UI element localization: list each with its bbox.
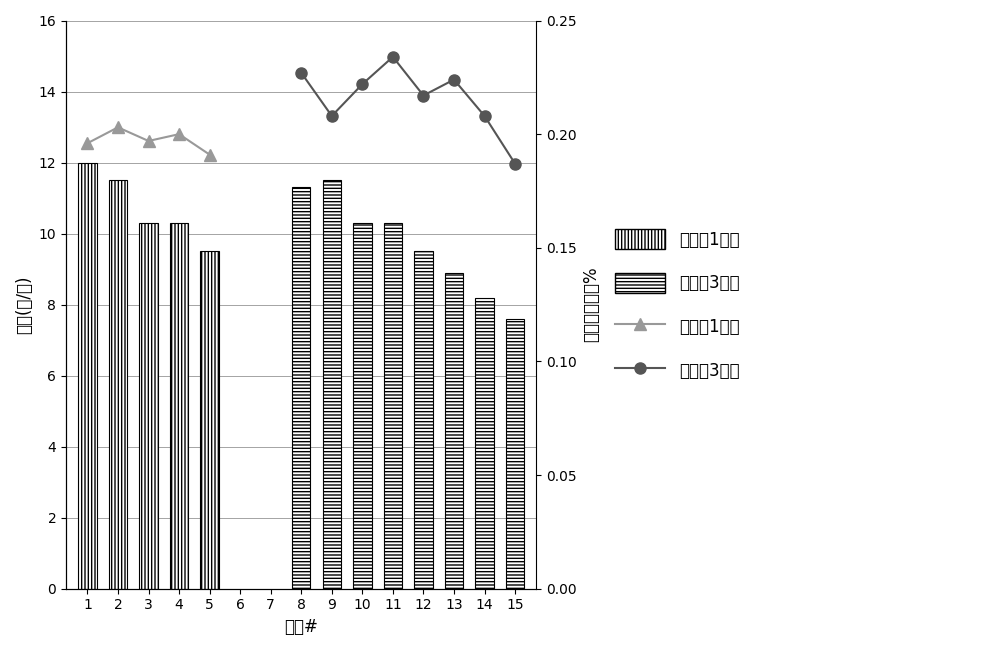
Bar <box>170 223 188 589</box>
Bar <box>200 251 219 589</box>
Bar <box>506 319 524 589</box>
Y-axis label: 滤清液含固率%: 滤清液含固率% <box>582 267 600 342</box>
Y-axis label: 剂量(磅/吨): 剂量(磅/吨) <box>15 275 33 334</box>
X-axis label: 样品#: 样品# <box>284 618 318 636</box>
Bar <box>78 163 97 589</box>
Legend: 对比样1用量, 实施例3用量, 对比样1滤饵, 实施例3滤饵: 对比样1用量, 实施例3用量, 对比样1滤饵, 实施例3滤饵 <box>615 229 739 380</box>
Bar <box>139 223 158 589</box>
Bar <box>323 180 341 589</box>
Bar <box>445 273 463 589</box>
Bar <box>384 223 402 589</box>
Bar <box>292 187 310 589</box>
Bar <box>109 180 127 589</box>
Bar <box>353 223 372 589</box>
Bar <box>475 298 494 589</box>
Bar <box>414 251 433 589</box>
